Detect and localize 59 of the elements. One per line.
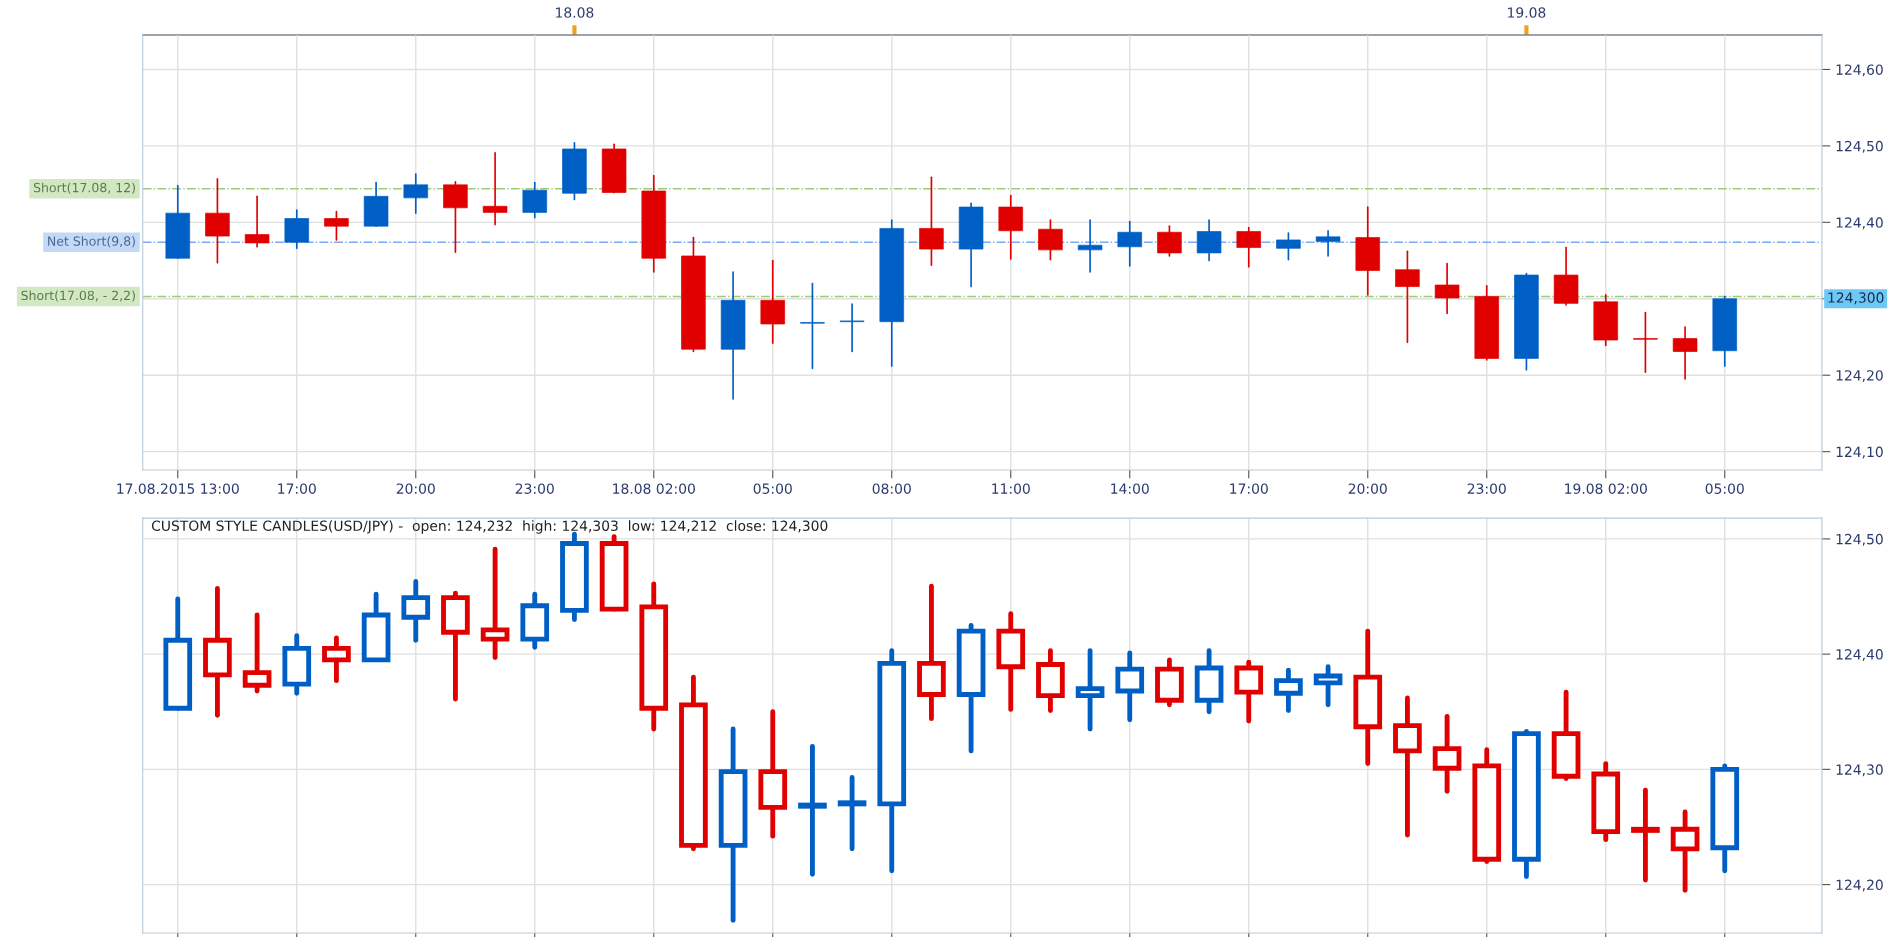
- candlestick: [522, 181, 548, 219]
- x-tick-label: 05:00: [1705, 483, 1744, 494]
- candlestick: [1315, 229, 1341, 257]
- x-tick-label: 11:00: [992, 483, 1030, 494]
- x-tick-label: 19.08 02:00: [1565, 483, 1647, 494]
- candlestick: [443, 180, 468, 253]
- candlestick: [1672, 326, 1698, 380]
- candlestick: [1434, 262, 1460, 315]
- candlestick: [1196, 219, 1222, 262]
- y-tick-label: 124,60: [1836, 64, 1883, 77]
- candlestick: [284, 209, 310, 250]
- candlestick: [324, 210, 349, 241]
- y-tick-label: 124,10: [1836, 446, 1883, 459]
- candlestick: [998, 194, 1024, 260]
- candlestick: [1117, 220, 1142, 267]
- x-tick-label: 17:00: [1230, 483, 1268, 494]
- x-tick-label: 17.08.2015 13:00: [117, 483, 239, 494]
- x-tick-label: 08:00: [872, 483, 911, 494]
- y-tick-label: 124,50: [1836, 533, 1883, 546]
- candlestick: [1276, 232, 1301, 261]
- ref-line-label: Short(17.08, 12): [33, 182, 135, 194]
- candlestick: [1077, 219, 1103, 273]
- candlestick: [800, 282, 825, 370]
- y-tick-label: 124,40: [1836, 217, 1883, 230]
- text: 124,300: [1828, 292, 1884, 305]
- candlestick: [839, 303, 865, 353]
- y-tick-label: 124,50: [1836, 140, 1883, 153]
- candlestick: [1075, 648, 1105, 732]
- candlestick: [1236, 226, 1261, 268]
- x-tick-label: 18.08 02:00: [613, 483, 695, 494]
- candlestick: [482, 151, 508, 226]
- candlestick: [1157, 225, 1182, 257]
- chart-title: CUSTOM STYLE CANDLES(USD/JPY) - open: 124,232 high: 124,303 low: 124,212 close: 124,300: [151, 520, 828, 534]
- candlestick: [1395, 250, 1420, 344]
- x-tick-label: 23:00: [1467, 483, 1506, 494]
- y-tick-label: 124,30: [1836, 764, 1883, 777]
- x2-tick-label: 18.08: [556, 7, 594, 18]
- candlestick: [244, 195, 270, 248]
- x2-tick-label: 19.08: [1508, 7, 1546, 18]
- candlestick: [1038, 219, 1063, 261]
- ref-line-label: Short(17.08, - 2,2): [21, 290, 135, 302]
- candlestick: [760, 259, 786, 344]
- y-tick-label: 124,20: [1836, 370, 1883, 383]
- y-tick-label: 124,20: [1836, 879, 1883, 892]
- x-tick-label: 05:00: [753, 483, 792, 494]
- x-tick-label: 23:00: [515, 483, 554, 494]
- candlestick: [1670, 809, 1700, 893]
- candlestick: [1633, 311, 1658, 373]
- candlestick: [401, 579, 431, 643]
- y-tick-label: 124,40: [1836, 649, 1883, 662]
- x-tick-label: 20:00: [396, 483, 435, 494]
- candlestick: [919, 176, 944, 266]
- candlestick: [205, 177, 230, 264]
- candlestick: [403, 173, 429, 214]
- x-tick-label: 20:00: [1348, 483, 1387, 494]
- candlestick: [242, 612, 272, 694]
- x-tick-label: 14:00: [1111, 483, 1149, 494]
- x-tick-label: 17:00: [278, 483, 316, 494]
- ref-line-label: Net Short(9,8): [48, 236, 135, 248]
